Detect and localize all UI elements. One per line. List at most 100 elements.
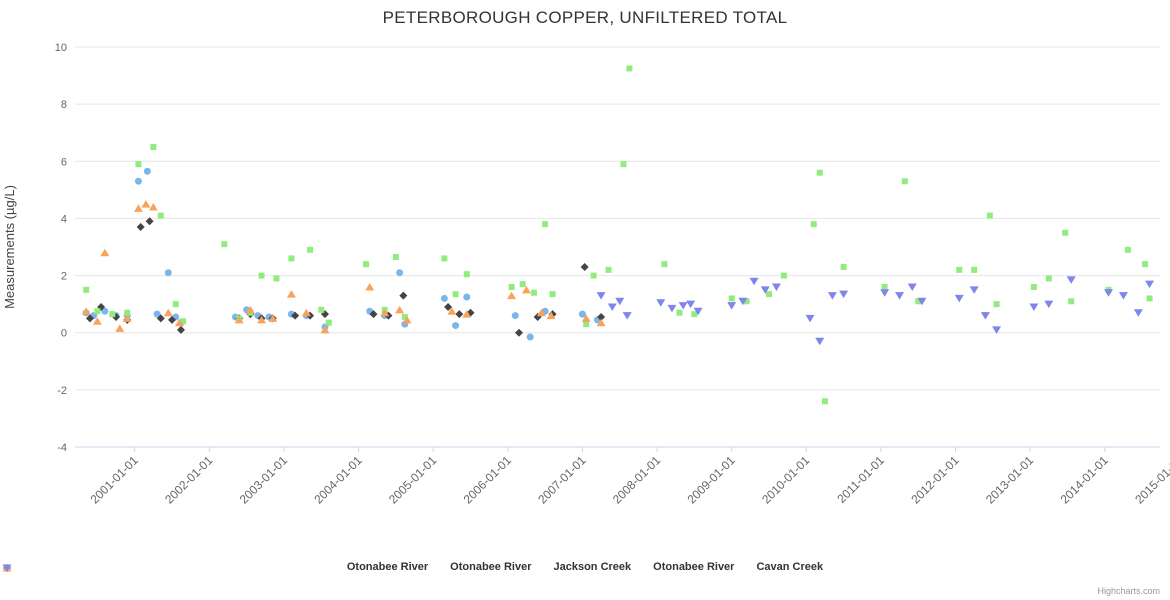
data-point[interactable] [969, 286, 979, 294]
data-point[interactable] [780, 272, 787, 279]
data-point[interactable] [507, 291, 517, 300]
data-point[interactable] [980, 312, 990, 320]
data-point[interactable] [881, 284, 888, 290]
legend-item-otonabee-river[interactable]: Otonabee River [3, 561, 531, 573]
data-point[interactable] [620, 161, 627, 168]
data-point[interactable] [164, 269, 172, 277]
data-point[interactable] [369, 310, 378, 319]
data-point[interactable] [686, 300, 696, 309]
data-point[interactable] [462, 310, 472, 318]
data-point[interactable] [727, 302, 737, 310]
data-point[interactable] [92, 317, 102, 325]
data-point[interactable] [519, 281, 526, 288]
data-point[interactable] [530, 289, 537, 296]
data-point[interactable] [581, 314, 591, 322]
data-point[interactable] [172, 301, 179, 308]
data-point[interactable] [661, 261, 668, 268]
data-point[interactable] [273, 275, 280, 282]
data-point[interactable] [895, 292, 905, 300]
data-point[interactable] [1062, 229, 1069, 236]
data-point[interactable] [325, 319, 332, 326]
data-point[interactable] [521, 285, 531, 294]
data-point[interactable] [365, 283, 375, 291]
data-point[interactable] [597, 313, 606, 321]
data-point[interactable] [971, 266, 978, 273]
data-point[interactable] [954, 294, 964, 303]
data-point[interactable] [956, 266, 963, 273]
data-point[interactable] [396, 269, 404, 277]
data-point[interactable] [318, 306, 325, 313]
data-point[interactable] [180, 318, 187, 325]
data-point[interactable] [605, 266, 612, 273]
data-point[interactable] [749, 277, 759, 286]
data-point[interactable] [447, 307, 457, 315]
data-point[interactable] [678, 302, 688, 310]
data-point[interactable] [536, 308, 546, 317]
data-point[interactable] [145, 217, 154, 226]
data-point[interactable] [596, 292, 606, 300]
data-point[interactable] [542, 221, 549, 228]
data-point[interactable] [691, 311, 698, 318]
data-point[interactable] [839, 290, 849, 299]
data-point[interactable] [901, 178, 908, 185]
legend-item-otonabee-river[interactable]: Otonabee River [3, 561, 428, 573]
data-point[interactable] [402, 315, 412, 324]
data-point[interactable] [133, 204, 143, 212]
data-point[interactable] [771, 283, 781, 292]
data-point[interactable] [176, 325, 185, 334]
data-point[interactable] [815, 337, 825, 346]
data-point[interactable] [526, 333, 534, 341]
data-point[interactable] [549, 291, 556, 298]
data-point[interactable] [993, 301, 1000, 308]
legend-item-cavan-creek[interactable]: Cavan Creek [2, 561, 823, 573]
data-point[interactable] [83, 286, 90, 293]
data-point[interactable] [816, 169, 823, 176]
data-point[interactable] [1133, 309, 1143, 317]
data-point[interactable] [401, 314, 408, 320]
data-point[interactable] [153, 310, 161, 318]
data-point[interactable] [168, 315, 177, 324]
data-point[interactable] [743, 298, 750, 305]
data-point[interactable] [150, 144, 157, 150]
data-point[interactable] [738, 297, 748, 306]
legend-item-jackson-creek[interactable]: Jackson Creek [4, 561, 631, 573]
data-point[interactable] [399, 291, 408, 300]
data-point[interactable] [134, 177, 142, 185]
data-point[interactable] [821, 398, 828, 405]
data-point[interactable] [156, 314, 165, 323]
data-point[interactable] [157, 212, 164, 219]
data-point[interactable] [392, 254, 399, 260]
data-point[interactable] [1104, 289, 1114, 297]
data-point[interactable] [148, 203, 158, 211]
data-point[interactable] [452, 291, 459, 298]
data-point[interactable] [94, 308, 101, 315]
data-point[interactable] [163, 308, 173, 317]
data-point[interactable] [622, 312, 632, 320]
data-point[interactable] [1029, 303, 1039, 312]
data-point[interactable] [395, 305, 405, 314]
data-point[interactable] [765, 291, 772, 298]
data-point[interactable] [992, 326, 1002, 334]
data-point[interactable] [986, 212, 993, 219]
data-point[interactable] [880, 289, 890, 297]
data-point[interactable] [444, 303, 453, 311]
data-point[interactable] [580, 263, 589, 271]
data-point[interactable] [174, 318, 184, 327]
data-point[interactable] [840, 264, 847, 270]
data-point[interactable] [463, 271, 470, 278]
data-point[interactable] [463, 293, 471, 301]
data-point[interactable] [676, 309, 683, 316]
data-point[interactable] [1142, 261, 1149, 268]
data-point[interactable] [109, 311, 116, 318]
data-point[interactable] [1044, 300, 1054, 309]
data-point[interactable] [122, 314, 132, 322]
data-point[interactable] [810, 221, 817, 228]
data-point[interactable] [508, 284, 515, 290]
data-point[interactable] [667, 304, 677, 313]
data-point[interactable] [124, 309, 131, 316]
data-point[interactable] [1045, 275, 1052, 282]
data-point[interactable] [221, 241, 228, 248]
data-point[interactable] [136, 223, 145, 231]
data-point[interactable] [1068, 298, 1075, 305]
data-point[interactable] [115, 324, 125, 332]
